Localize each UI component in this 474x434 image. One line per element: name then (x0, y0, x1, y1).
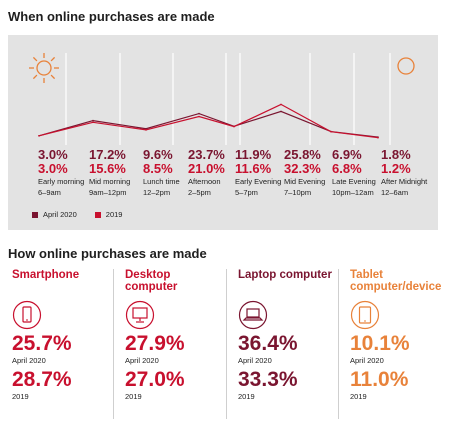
desktop-computer-icon (125, 300, 155, 330)
data-point (280, 103, 282, 106)
tablet-icon (350, 300, 380, 330)
legend-item-april-2020: April 2020 (32, 210, 77, 219)
value-2019: 11.6% (235, 161, 272, 176)
value-april-2020: 17.2% (89, 147, 126, 162)
time-range: 6–9am (38, 187, 61, 197)
share-2019: 28.7% (12, 368, 72, 391)
time-column: 9.6% 8.5% Lunch time 12–2pm (143, 148, 191, 197)
time-label: Lunch time (143, 177, 180, 186)
value-april-2020: 6.9% (332, 147, 362, 162)
divider-line (113, 269, 114, 419)
time-label: Mid Evening (284, 177, 326, 186)
time-column: 6.9% 6.8% Late Evening 10pm–12am (332, 148, 380, 197)
data-point (92, 121, 94, 124)
device-name: Tablet computer/device (350, 269, 442, 293)
purchase-time-chart (29, 53, 415, 145)
divider-line (338, 269, 339, 419)
share-april-2020: 10.1% (350, 332, 410, 355)
device-laptop: Laptop computer 36.4% April 2020 33.3% 2019 (238, 269, 338, 401)
label-april-2020: April 2020 (238, 356, 272, 365)
device-name: Smartphone (12, 269, 80, 281)
laptop-icon (238, 300, 268, 330)
time-label: Late Evening (332, 177, 376, 186)
legend-item-2019: 2019 (94, 210, 123, 219)
share-2019: 11.0% (350, 368, 409, 391)
value-april-2020: 1.8% (381, 147, 411, 162)
time-range: 7–10pm (284, 187, 312, 197)
value-april-2020: 25.8% (284, 147, 321, 162)
moon-icon (397, 57, 415, 75)
value-april-2020: 23.7% (188, 147, 225, 162)
series-line-2019 (38, 103, 379, 139)
data-point (38, 135, 40, 137)
label-2019: 2019 (238, 392, 255, 401)
share-april-2020: 27.9% (125, 332, 185, 355)
time-column: 23.7% 21.0% Afternoon 2–5pm (188, 148, 236, 197)
value-2019: 6.8% (332, 161, 362, 176)
device-desktop-computer: Desktop computer 27.9% April 2020 27.0% 2019 (125, 269, 225, 401)
value-april-2020: 3.0% (38, 147, 68, 162)
time-range: 5–7pm (235, 187, 258, 197)
data-point (233, 125, 235, 128)
label-2019: 2019 (350, 392, 367, 401)
time-column: 17.2% 15.6% Mid morning 9am–12pm (89, 148, 137, 197)
label-2019: 2019 (12, 392, 29, 401)
time-range: 10pm–12am (332, 187, 374, 197)
data-point (377, 136, 379, 139)
label-april-2020: April 2020 (350, 356, 384, 365)
data-point (145, 127, 147, 130)
legend-swatch-2019 (94, 211, 101, 218)
chart-panel (8, 35, 438, 230)
time-label: Mid morning (89, 177, 131, 186)
device-name: Laptop computer (238, 269, 332, 281)
data-point (280, 110, 282, 113)
label-2019: 2019 (125, 392, 142, 401)
time-label: Early morning (38, 177, 85, 186)
divider-line (226, 269, 227, 419)
time-column: 11.9% 11.6% Early Evening 5–7pm (235, 148, 283, 197)
data-point (198, 115, 200, 118)
value-april-2020: 11.9% (235, 147, 272, 162)
series-line-april-2020 (38, 110, 379, 138)
time-label: Early Evening (235, 177, 282, 186)
time-range: 9am–12pm (89, 187, 127, 197)
chart-legend: April 2020 2019 (32, 210, 122, 219)
smartphone-icon (12, 300, 42, 330)
section-title-how: How online purchases are made (8, 246, 207, 261)
section-title-when: When online purchases are made (8, 9, 215, 24)
data-point (92, 119, 94, 122)
time-range: 12–6am (381, 187, 409, 197)
value-2019: 1.2% (381, 161, 411, 176)
value-2019: 32.3% (284, 161, 321, 176)
time-label: After Midnight (381, 177, 428, 186)
sun-icon (29, 53, 59, 83)
share-2019: 33.3% (238, 368, 298, 391)
value-2019: 21.0% (188, 161, 225, 176)
share-april-2020: 36.4% (238, 332, 298, 355)
device-smartphone: Smartphone 25.7% April 2020 28.7% 2019 (12, 269, 112, 401)
label-april-2020: April 2020 (12, 356, 46, 365)
label-april-2020: April 2020 (125, 356, 159, 365)
share-april-2020: 25.7% (12, 332, 72, 355)
value-2019: 3.0% (38, 161, 68, 176)
time-column: 25.8% 32.3% Mid Evening 7–10pm (284, 148, 332, 197)
time-range: 12–2pm (143, 187, 171, 197)
value-2019: 8.5% (143, 161, 173, 176)
data-point (330, 130, 332, 133)
value-april-2020: 9.6% (143, 147, 173, 162)
time-range: 2–5pm (188, 187, 211, 197)
legend-label-2019: 2019 (105, 210, 123, 219)
data-point (198, 112, 200, 115)
legend-swatch-april-2020 (32, 211, 38, 218)
time-column: 1.8% 1.2% After Midnight 12–6am (381, 148, 429, 197)
time-column: 3.0% 3.0% Early morning 6–9am (38, 148, 86, 197)
data-point (145, 129, 147, 131)
time-label: Afternoon (188, 177, 221, 186)
share-2019: 27.0% (125, 368, 185, 391)
device-name: Desktop computer (125, 269, 178, 293)
legend-label-april-2020: April 2020 (43, 210, 77, 219)
value-2019: 15.6% (89, 161, 126, 176)
device-tablet: Tablet computer/device 10.1% April 2020 11.… (350, 269, 450, 401)
